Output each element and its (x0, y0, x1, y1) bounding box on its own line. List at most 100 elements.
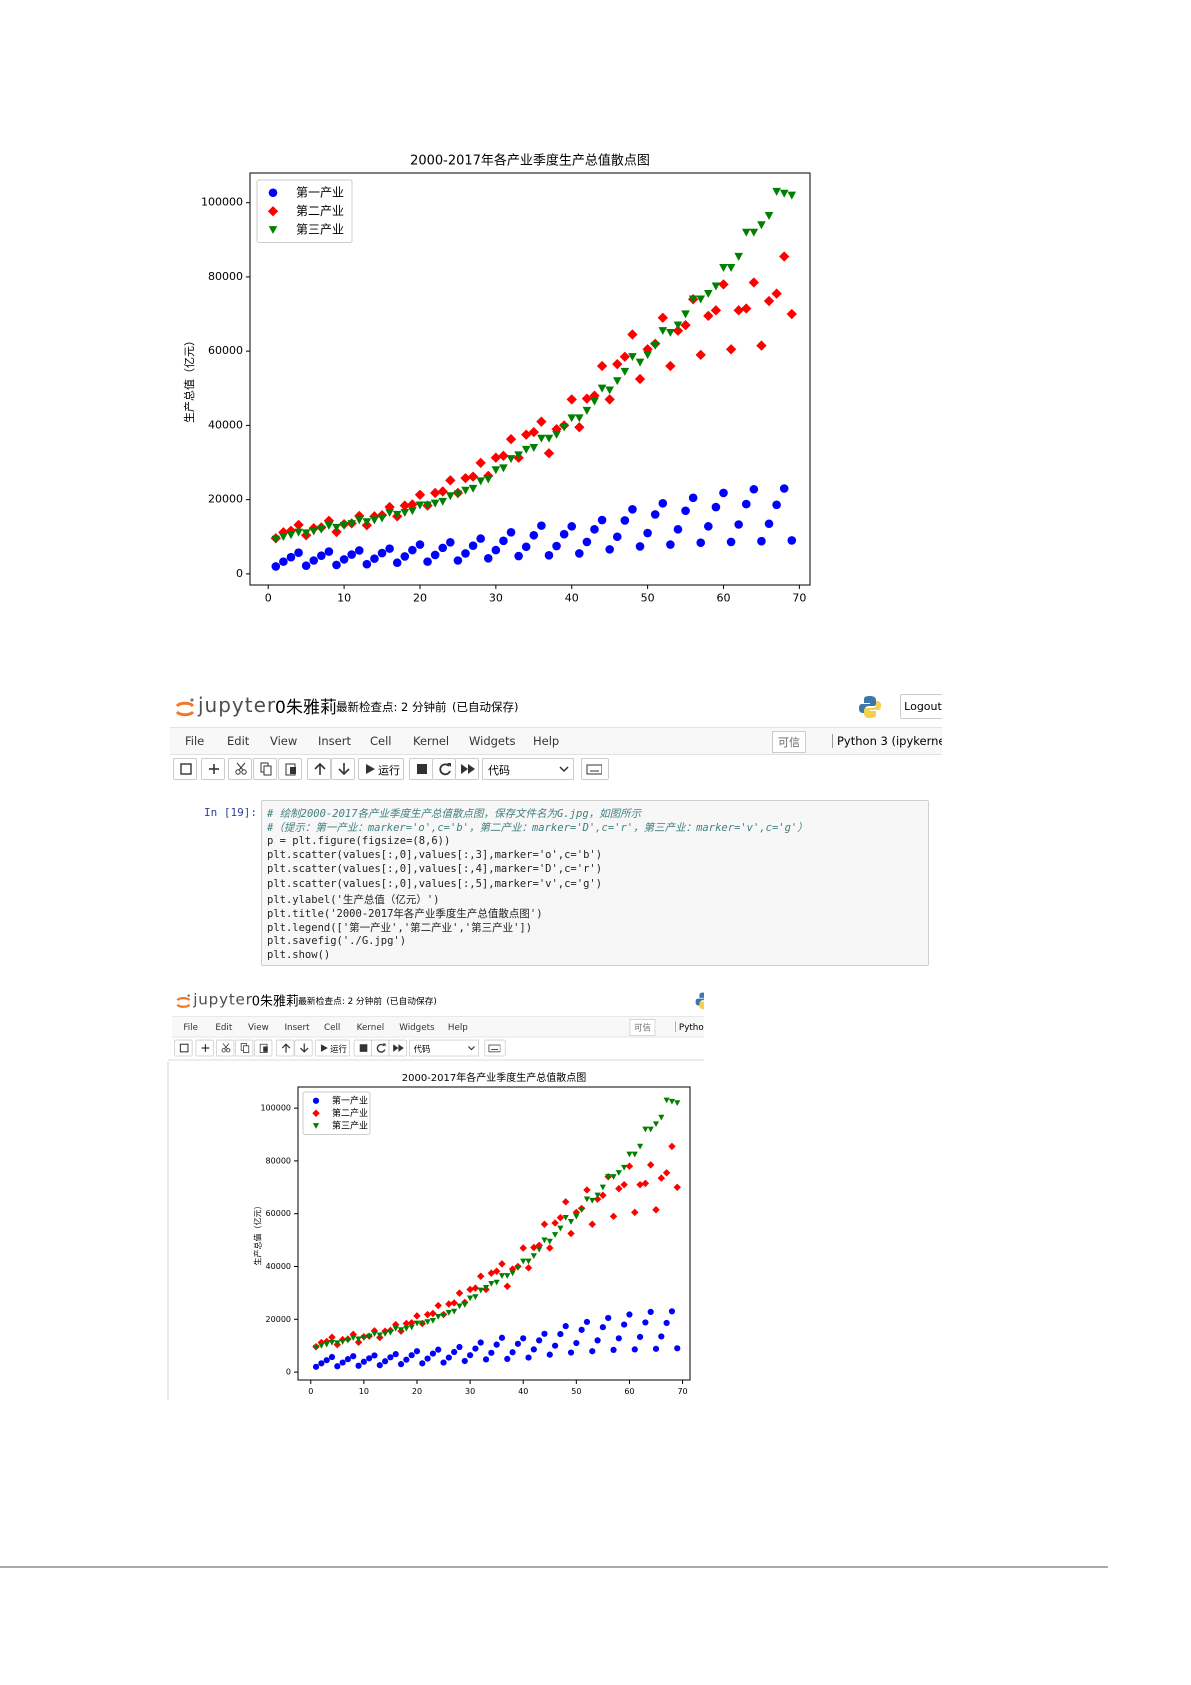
paste-button[interactable] (278, 758, 302, 780)
point (413, 1312, 421, 1320)
save-button[interactable] (173, 758, 197, 780)
point (680, 320, 691, 331)
x-tick-label: 0 (265, 592, 272, 605)
point (429, 1317, 437, 1324)
point (477, 1287, 484, 1294)
copy-button[interactable] (253, 758, 277, 780)
point (529, 530, 539, 540)
series (271, 484, 797, 571)
point (647, 1308, 654, 1315)
shape (238, 762, 246, 771)
menu-item[interactable]: View (270, 734, 298, 748)
point (424, 1355, 431, 1362)
point (536, 416, 547, 427)
point (696, 295, 706, 304)
paste-button[interactable] (254, 1039, 273, 1057)
add-button[interactable] (201, 758, 225, 780)
point (403, 1325, 410, 1332)
point (641, 1179, 650, 1188)
menu-item[interactable]: Help (533, 734, 560, 748)
move-down-button-icon (300, 1043, 309, 1053)
cell-type-select[interactable]: 代码 (482, 758, 574, 780)
menu-item[interactable]: Widgets (469, 734, 516, 748)
point (476, 477, 485, 486)
copy-button-icon (260, 762, 272, 776)
point (424, 1319, 431, 1326)
point (733, 305, 744, 316)
stop-button[interactable] (409, 758, 433, 780)
save-button[interactable] (174, 1039, 193, 1057)
point (771, 288, 782, 299)
add-button[interactable] (195, 1039, 214, 1057)
point (626, 1151, 633, 1158)
menu-item[interactable]: Edit (227, 734, 250, 748)
restart-button[interactable] (371, 1039, 390, 1057)
point (438, 543, 448, 553)
point (582, 406, 592, 415)
run-all-button[interactable] (455, 758, 479, 780)
keyboard-button-icon (586, 764, 602, 775)
point (293, 519, 304, 531)
chart-title: 2000-2017年各产业季度生产总值散点图 (402, 1071, 587, 1084)
point (377, 514, 387, 523)
run-button[interactable]: 运行 (314, 1039, 350, 1057)
point (636, 1143, 644, 1150)
move-down-button[interactable] (294, 1039, 313, 1057)
cell-type-select[interactable]: 代码 (409, 1039, 480, 1057)
point (726, 263, 736, 272)
point (493, 1341, 500, 1348)
point (658, 499, 668, 508)
copy-button[interactable] (235, 1039, 254, 1057)
point (318, 1360, 325, 1367)
cut-button[interactable] (216, 1039, 235, 1057)
point (575, 414, 584, 423)
point (674, 1345, 681, 1352)
point (503, 1282, 511, 1291)
keyboard-button[interactable] (484, 1039, 506, 1057)
point (662, 1169, 671, 1177)
stop-button[interactable] (353, 1039, 372, 1057)
run-button[interactable]: 运行 (358, 758, 404, 780)
menu-item[interactable]: Edit (215, 1021, 233, 1033)
move-up-button[interactable] (276, 1039, 295, 1057)
cut-button[interactable] (228, 758, 252, 780)
menu-item[interactable]: File (185, 734, 205, 748)
point (301, 561, 311, 570)
point (529, 444, 539, 452)
restart-button[interactable] (432, 758, 456, 780)
menu-bar: File Edit View Insert Cell Kernel Widgets Help 可… (170, 727, 942, 755)
menu-item[interactable]: View (248, 1021, 269, 1033)
point (757, 221, 766, 230)
logout-button[interactable]: Logout (900, 694, 942, 719)
point (490, 452, 502, 463)
menu-item[interactable]: Widgets (399, 1021, 435, 1033)
menu-item[interactable]: Cell (324, 1021, 341, 1033)
menu-item[interactable]: Help (447, 1021, 468, 1033)
run-all-button[interactable] (388, 1039, 407, 1057)
point (400, 508, 410, 517)
point (440, 1359, 447, 1366)
point (455, 1289, 464, 1297)
trusted-badge: 可信 (629, 1019, 656, 1036)
menu-item[interactable]: File (183, 1021, 199, 1033)
point (451, 1348, 458, 1356)
point (354, 1338, 363, 1346)
move-up-button[interactable] (307, 758, 331, 780)
menu-item[interactable]: Kernel (413, 734, 450, 748)
point (764, 519, 774, 529)
code-editor[interactable]: # 绘制2000-2017各产业季度生产总值散点图，保存文件名为G.jpg，如图… (261, 800, 929, 966)
point (786, 308, 797, 320)
y-tick-label: 20000 (266, 1315, 291, 1324)
point (652, 1206, 660, 1214)
move-down-button[interactable] (331, 758, 355, 780)
menu-item[interactable]: Cell (370, 734, 392, 748)
point (590, 525, 599, 534)
menu-item[interactable]: Kernel (356, 1021, 385, 1033)
menu-item[interactable]: Insert (318, 734, 351, 748)
point (392, 1325, 399, 1332)
shape (263, 1046, 268, 1052)
keyboard-button[interactable] (581, 758, 609, 780)
point (504, 1355, 511, 1362)
point (635, 358, 645, 367)
menu-item[interactable]: Insert (284, 1021, 310, 1033)
